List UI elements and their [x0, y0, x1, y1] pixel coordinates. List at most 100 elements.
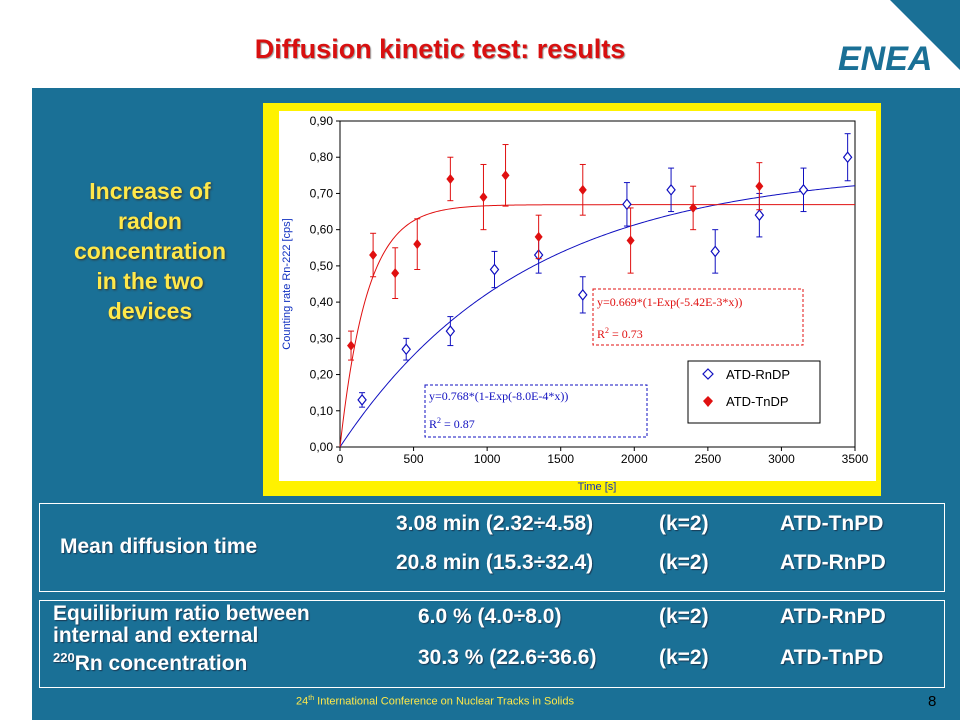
point-marker [798, 183, 809, 196]
side-note-line: radon [118, 208, 182, 234]
data-point-tnpd [501, 144, 510, 207]
y-tick-label: 0,40 [310, 295, 334, 309]
logo-text: ENEA [838, 40, 930, 76]
side-note-line: in the two [96, 268, 204, 294]
point-marker [842, 151, 853, 164]
data-point-tnpd [689, 185, 698, 231]
mean-diffusion-label: Mean diffusion time [60, 535, 258, 558]
y-tick-label: 0,60 [310, 223, 334, 237]
legend-label-rnpd: ATD-RnDP [726, 367, 790, 382]
data-point-tnpd [534, 214, 543, 260]
y-tick-label: 0,20 [310, 368, 334, 382]
fit-curve-rnpd [339, 185, 856, 448]
point-marker [479, 192, 488, 203]
data-point-rnpd [489, 250, 500, 289]
data-point-tnpd [347, 330, 356, 361]
x-tick-label: 2500 [695, 452, 722, 466]
point-marker [347, 340, 356, 351]
equilibrium-label-line: Equilibrium ratio between [53, 602, 310, 625]
data-point-rnpd [666, 167, 676, 213]
slide-title: Diffusion kinetic test: results [254, 34, 626, 64]
fit-r2-tnpd: R2 = 0.73 [597, 326, 643, 341]
diffusion-device: ATD-RnPD [780, 551, 886, 574]
x-axis-label: Time [s] [578, 481, 617, 493]
point-marker [446, 173, 455, 184]
point-marker [626, 235, 635, 246]
equilibrium-label: Equilibrium ratio between internal and e… [53, 603, 310, 675]
fit-curves [339, 185, 856, 448]
data-points [347, 133, 853, 408]
legend-marker-rnpd [702, 368, 714, 380]
point-marker [755, 181, 764, 192]
fit-r2-rnpd: R2 = 0.87 [429, 416, 475, 431]
equilibrium-device: ATD-RnPD [780, 605, 886, 628]
y-axis-label: Counting rate Rn-222 [cps] [281, 218, 293, 349]
side-note-line: concentration [73, 238, 227, 264]
x-tick-label: 1000 [474, 452, 501, 466]
point-marker [501, 170, 510, 181]
fit-equation-rnpd: y=0.768*(1-Exp(-8.0E-4*x)) [429, 389, 568, 403]
data-point-rnpd [357, 392, 367, 408]
point-marker [413, 239, 422, 250]
diffusion-k: (k=2) [659, 551, 709, 574]
side-note: Increase of radon concentration in the t… [50, 176, 250, 326]
point-marker [689, 202, 698, 213]
axis-ticks: 0 500 1000 1500 2000 2500 3000 3500 0,00 0,10 0,20… [310, 114, 869, 466]
point-marker [578, 288, 588, 301]
data-point-rnpd [578, 276, 588, 314]
y-tick-label: 0,10 [310, 404, 334, 418]
x-tick-label: 0 [337, 452, 344, 466]
point-marker [666, 183, 676, 196]
x-tick-label: 500 [404, 452, 424, 466]
data-point-rnpd [842, 133, 853, 182]
point-marker [369, 250, 378, 261]
equilibrium-box [39, 600, 945, 688]
plot-area [339, 120, 856, 448]
fit-annotation-tnpd: y=0.669*(1-Exp(-5.42E-3*x)) R2 = 0.73 [592, 288, 804, 346]
point-marker [710, 245, 720, 258]
diffusion-value: 20.8 min (15.3÷32.4) [396, 551, 594, 574]
point-marker [578, 184, 587, 195]
y-tick-label: 0,90 [310, 114, 334, 128]
fit-annotation-rnpd: y=0.768*(1-Exp(-8.0E-4*x)) R2 = 0.87 [424, 384, 648, 438]
footer-text: 24th International Conference on Nuclear… [296, 695, 574, 708]
data-point-tnpd [446, 156, 455, 202]
point-marker [357, 393, 367, 406]
point-marker [622, 198, 632, 211]
equilibrium-device: ATD-TnPD [780, 646, 884, 669]
point-marker [489, 263, 500, 276]
data-point-tnpd [755, 162, 764, 211]
point-marker [534, 231, 543, 242]
data-point-tnpd [413, 218, 422, 271]
data-point-rnpd [798, 167, 809, 213]
legend-marker-tnpd [703, 396, 713, 407]
y-tick-label: 0,80 [310, 150, 334, 164]
data-point-tnpd [578, 163, 587, 216]
fit-equation-tnpd: y=0.669*(1-Exp(-5.42E-3*x)) [597, 295, 742, 309]
enea-logo: ENEA [838, 40, 932, 81]
y-tick-label: 0,70 [310, 186, 334, 200]
fit-curve-tnpd [339, 204, 855, 448]
diffusion-chart: 0 500 1000 1500 2000 2500 3000 3500 0,00 0,10 0,20… [263, 103, 881, 496]
y-tick-label: 0,30 [310, 331, 334, 345]
point-marker [445, 325, 456, 338]
equilibrium-label-line: internal and external [53, 624, 259, 647]
diffusion-value: 3.08 min (2.32÷4.58) [396, 512, 594, 535]
data-point-rnpd [622, 182, 632, 227]
point-marker [401, 343, 411, 356]
data-point-rnpd [710, 229, 720, 274]
point-marker [754, 209, 765, 222]
diffusion-k: (k=2) [659, 512, 709, 535]
equilibrium-k: (k=2) [659, 646, 709, 669]
x-tick-label: 3000 [768, 452, 795, 466]
data-point-tnpd [626, 207, 635, 274]
legend-label-tnpd: ATD-TnDP [726, 394, 789, 409]
side-note-line: devices [107, 298, 193, 324]
data-point-tnpd [369, 232, 378, 278]
chart-legend: ATD-RnDP ATD-TnDP [687, 360, 821, 424]
data-point-rnpd [445, 316, 456, 347]
side-note-line: Increase of [89, 178, 211, 204]
data-point-tnpd [391, 247, 400, 299]
equilibrium-label-line: 220Rn concentration [53, 650, 248, 675]
page-number: 8 [928, 693, 937, 710]
